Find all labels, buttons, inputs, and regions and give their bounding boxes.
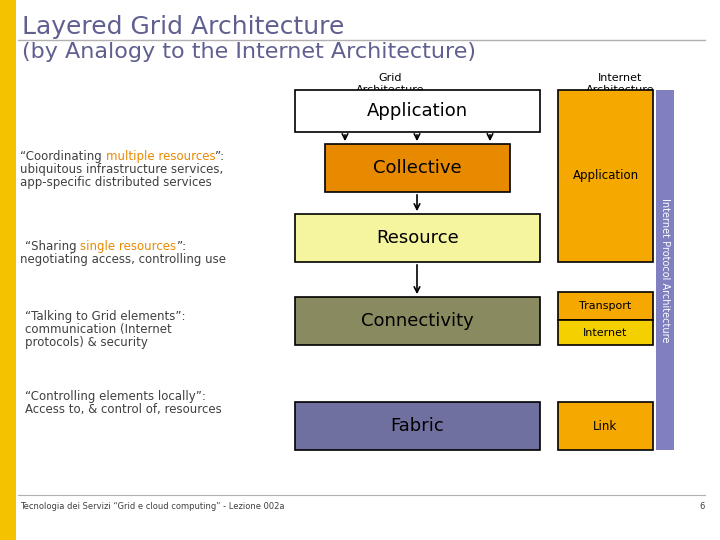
Text: Tecnologia dei Servizi “Grid e cloud computing” - Lezione 002a: Tecnologia dei Servizi “Grid e cloud com… xyxy=(20,502,284,511)
Bar xyxy=(0,0,16,540)
Bar xyxy=(325,144,510,192)
Text: “Coordinating: “Coordinating xyxy=(20,150,106,163)
Bar xyxy=(558,320,653,345)
Bar xyxy=(558,90,653,262)
Bar xyxy=(656,90,674,450)
Text: Layered Grid Architecture: Layered Grid Architecture xyxy=(22,15,344,39)
Text: Connectivity: Connectivity xyxy=(361,312,474,330)
Text: Internet: Internet xyxy=(583,328,628,338)
Text: ubiquitous infrastructure services,: ubiquitous infrastructure services, xyxy=(20,163,223,176)
Text: negotiating access, controlling use: negotiating access, controlling use xyxy=(20,253,226,266)
Text: Grid
Architecture: Grid Architecture xyxy=(356,73,424,96)
Text: Transport: Transport xyxy=(580,301,631,311)
Text: ”:: ”: xyxy=(215,150,225,163)
Text: Application: Application xyxy=(572,170,639,183)
Text: ”:: ”: xyxy=(176,240,186,253)
Text: Collective: Collective xyxy=(373,159,462,177)
Bar xyxy=(558,402,653,450)
Text: Resource: Resource xyxy=(376,229,459,247)
Bar xyxy=(295,402,540,450)
Text: Access to, & control of, resources: Access to, & control of, resources xyxy=(25,403,222,416)
Text: Internet
Architecture: Internet Architecture xyxy=(586,73,654,96)
Text: Internet Protocol Architecture: Internet Protocol Architecture xyxy=(660,198,670,342)
Bar xyxy=(295,90,540,132)
Text: multiple resources: multiple resources xyxy=(106,150,215,163)
Text: single resources: single resources xyxy=(81,240,176,253)
Text: Fabric: Fabric xyxy=(391,417,444,435)
Bar xyxy=(558,292,653,320)
Text: 6: 6 xyxy=(700,502,705,511)
Text: Link: Link xyxy=(593,420,618,433)
Bar xyxy=(295,297,540,345)
Text: “Controlling elements locally”:: “Controlling elements locally”: xyxy=(25,390,206,403)
Text: protocols) & security: protocols) & security xyxy=(25,336,148,349)
Text: communication (Internet: communication (Internet xyxy=(25,323,172,336)
Text: “Talking to Grid elements”:: “Talking to Grid elements”: xyxy=(25,310,186,323)
Text: (by Analogy to the Internet Architecture): (by Analogy to the Internet Architecture… xyxy=(22,42,476,62)
Text: app-specific distributed services: app-specific distributed services xyxy=(20,176,212,189)
Bar xyxy=(295,214,540,262)
Text: Application: Application xyxy=(367,102,468,120)
Text: “Sharing: “Sharing xyxy=(25,240,81,253)
